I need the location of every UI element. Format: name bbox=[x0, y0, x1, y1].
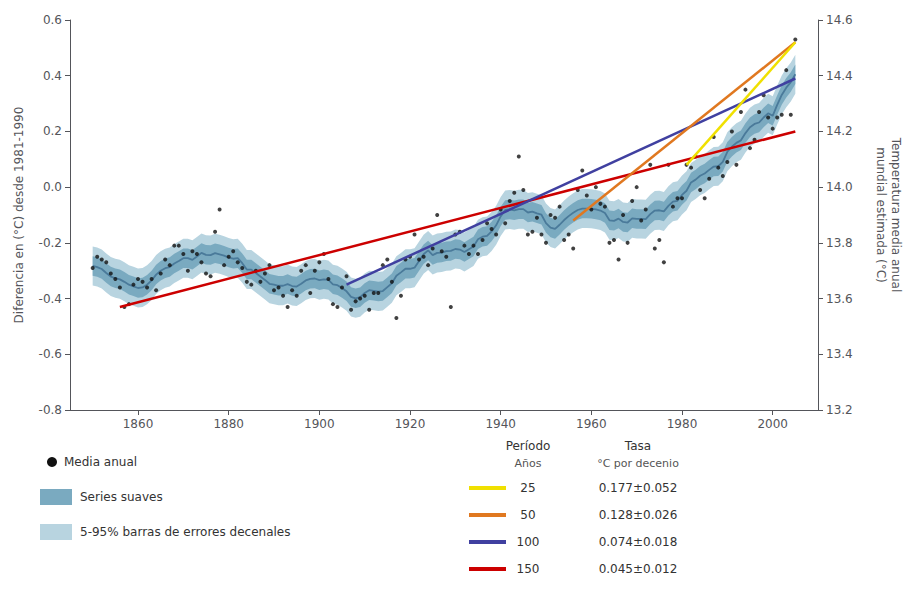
svg-text:50: 50 bbox=[520, 508, 535, 522]
svg-text:Temperatura media anual: Temperatura media anual bbox=[889, 137, 903, 293]
svg-text:1860: 1860 bbox=[123, 417, 154, 431]
svg-text:25: 25 bbox=[520, 481, 535, 495]
svg-text:1960: 1960 bbox=[576, 417, 607, 431]
svg-text:mundial estimada (°C): mundial estimada (°C) bbox=[874, 147, 888, 283]
svg-text:14.0: 14.0 bbox=[826, 180, 853, 194]
svg-text:°C por decenio: °C por decenio bbox=[597, 457, 679, 470]
svg-text:13.2: 13.2 bbox=[826, 403, 853, 417]
svg-text:Diferencia en (°C) desde 1981-: Diferencia en (°C) desde 1981-1990 bbox=[12, 107, 26, 324]
svg-text:0.045±0.012: 0.045±0.012 bbox=[599, 562, 678, 576]
svg-text:0.177±0.052: 0.177±0.052 bbox=[599, 481, 678, 495]
svg-text:Años: Años bbox=[515, 457, 542, 470]
svg-text:0.2: 0.2 bbox=[43, 124, 62, 138]
svg-text:0.6: 0.6 bbox=[43, 13, 62, 27]
svg-text:14.2: 14.2 bbox=[826, 124, 853, 138]
svg-text:Media anual: Media anual bbox=[64, 455, 137, 469]
svg-text:-0.2: -0.2 bbox=[39, 236, 62, 250]
svg-text:13.6: 13.6 bbox=[826, 292, 853, 306]
svg-text:-0.8: -0.8 bbox=[39, 403, 62, 417]
svg-text:0.4: 0.4 bbox=[43, 69, 62, 83]
svg-text:Series suaves: Series suaves bbox=[80, 490, 163, 504]
svg-text:1880: 1880 bbox=[213, 417, 244, 431]
svg-text:Período: Período bbox=[506, 439, 551, 453]
svg-text:150: 150 bbox=[517, 562, 540, 576]
svg-text:0.128±0.026: 0.128±0.026 bbox=[599, 508, 678, 522]
svg-text:1900: 1900 bbox=[304, 417, 335, 431]
svg-text:-0.6: -0.6 bbox=[39, 347, 62, 361]
svg-text:Tasa: Tasa bbox=[624, 439, 651, 453]
svg-text:-0.4: -0.4 bbox=[39, 292, 62, 306]
svg-text:1980: 1980 bbox=[667, 417, 698, 431]
svg-text:14.4: 14.4 bbox=[826, 69, 853, 83]
svg-text:14.6: 14.6 bbox=[826, 13, 853, 27]
svg-text:0.0: 0.0 bbox=[43, 180, 62, 194]
svg-text:2000: 2000 bbox=[757, 417, 788, 431]
svg-text:100: 100 bbox=[517, 535, 540, 549]
svg-text:0.074±0.018: 0.074±0.018 bbox=[599, 535, 678, 549]
svg-text:13.4: 13.4 bbox=[826, 347, 853, 361]
svg-text:1920: 1920 bbox=[395, 417, 426, 431]
svg-text:5-95% barras de errores decena: 5-95% barras de errores decenales bbox=[80, 525, 290, 539]
svg-text:13.8: 13.8 bbox=[826, 236, 853, 250]
svg-text:1940: 1940 bbox=[485, 417, 516, 431]
